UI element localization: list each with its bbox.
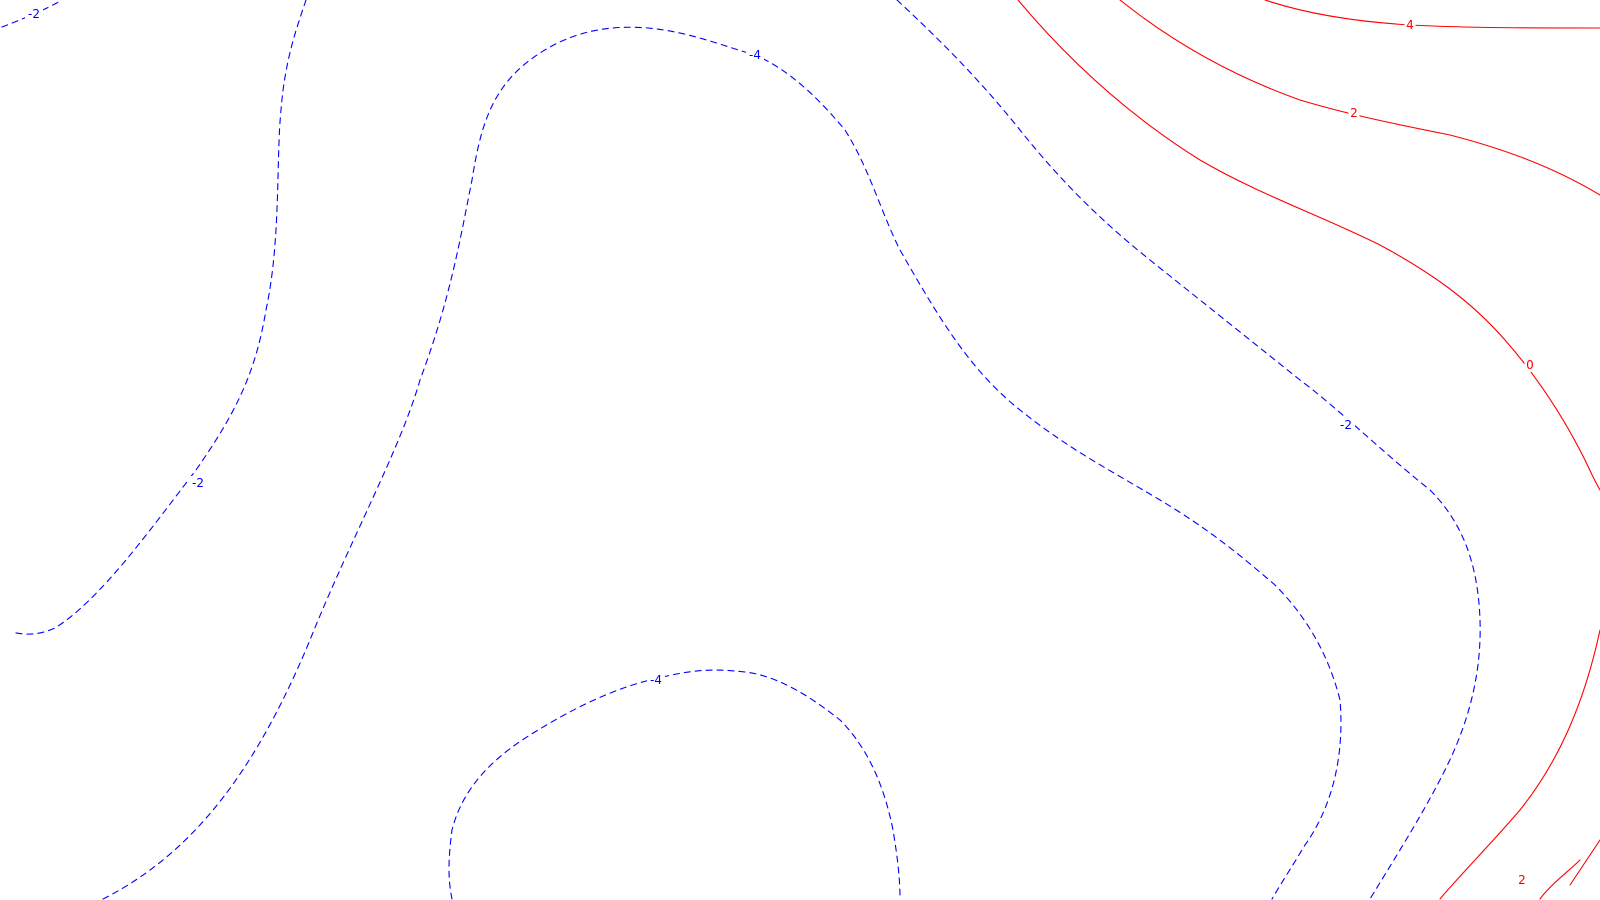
contour-label-gap bbox=[1516, 873, 1528, 887]
contour-label-pos-4-north: 4 bbox=[1406, 18, 1414, 32]
contour-label-gap bbox=[647, 673, 665, 687]
contour-label-layer: -2 -2 -4 -4 -2 0 2 4 2 bbox=[25, 7, 1536, 887]
contour-label-gap bbox=[25, 7, 43, 21]
contour-label-gap bbox=[1348, 106, 1360, 120]
contour-label-neg-2-northwest: -2 bbox=[28, 7, 40, 21]
contour-label-gap bbox=[1404, 18, 1416, 32]
contour-label-gap bbox=[189, 476, 207, 490]
contour-line-neg-2-west bbox=[11, 0, 307, 635]
contour-label-pos-0: 0 bbox=[1526, 358, 1534, 372]
contour-label-gap bbox=[1524, 358, 1536, 372]
contour-line-neg-4-south bbox=[448, 669, 901, 900]
contour-line-pos-2-north bbox=[1119, 0, 1600, 196]
contour-label-pos-2-southeast: 2 bbox=[1518, 873, 1526, 887]
contour-line-neg-4-north bbox=[102, 26, 1342, 900]
contour-label-gap bbox=[1337, 418, 1355, 432]
contour-label-pos-2-north: 2 bbox=[1350, 106, 1358, 120]
contour-label-neg-2-east: -2 bbox=[1340, 418, 1352, 432]
contour-line-pos-2-southeast bbox=[1439, 629, 1600, 900]
contour-label-gap bbox=[746, 48, 764, 62]
contour-label-neg-4-south: -4 bbox=[650, 673, 662, 687]
contour-label-neg-2-west: -2 bbox=[192, 476, 204, 490]
contour-label-neg-4-north: -4 bbox=[749, 48, 761, 62]
contour-line-pos-0 bbox=[1017, 0, 1600, 491]
